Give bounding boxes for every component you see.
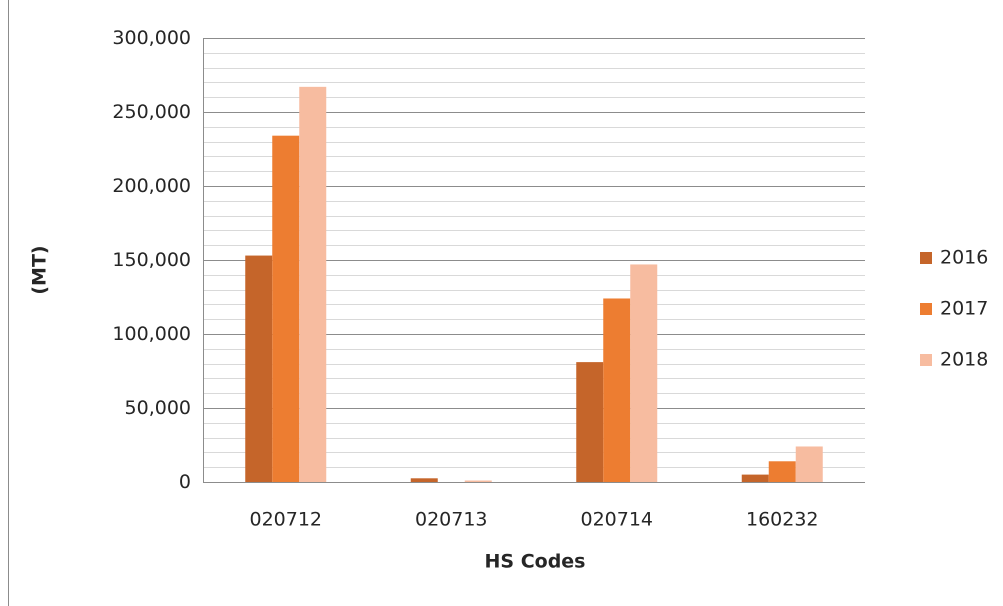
y-tick-label: 150,000 [112, 249, 191, 271]
bar [630, 264, 658, 482]
legend-swatch [920, 252, 932, 264]
bar [410, 478, 438, 482]
x-axis-title: HS Codes [485, 551, 586, 573]
y-tick-label: 0 [179, 471, 191, 493]
bar [576, 362, 604, 482]
legend-swatch [920, 303, 932, 315]
y-tick-label: 50,000 [125, 397, 191, 419]
y-tick-label: 100,000 [112, 323, 191, 345]
bar [299, 86, 327, 482]
x-tick-label: 020714 [580, 509, 653, 531]
y-tick-label: 250,000 [112, 101, 191, 123]
y-tick-label: 200,000 [112, 175, 191, 197]
y-tick-label: 300,000 [112, 27, 191, 49]
bar [795, 446, 823, 482]
legend-swatch [920, 354, 932, 366]
legend-label: 2017 [940, 298, 988, 320]
bar [272, 135, 300, 482]
legend-label: 2016 [940, 247, 988, 269]
bar [768, 461, 796, 482]
bar [603, 298, 631, 482]
bar [245, 255, 273, 482]
x-tick-label: 160232 [746, 509, 819, 531]
bar [464, 480, 492, 482]
y-axis-title: (MT) [29, 245, 51, 294]
bar [741, 474, 769, 482]
x-tick-label: 020713 [415, 509, 488, 531]
chart-frame [8, 0, 1003, 606]
x-tick-label: 020712 [249, 509, 322, 531]
legend-label: 2018 [940, 349, 988, 371]
